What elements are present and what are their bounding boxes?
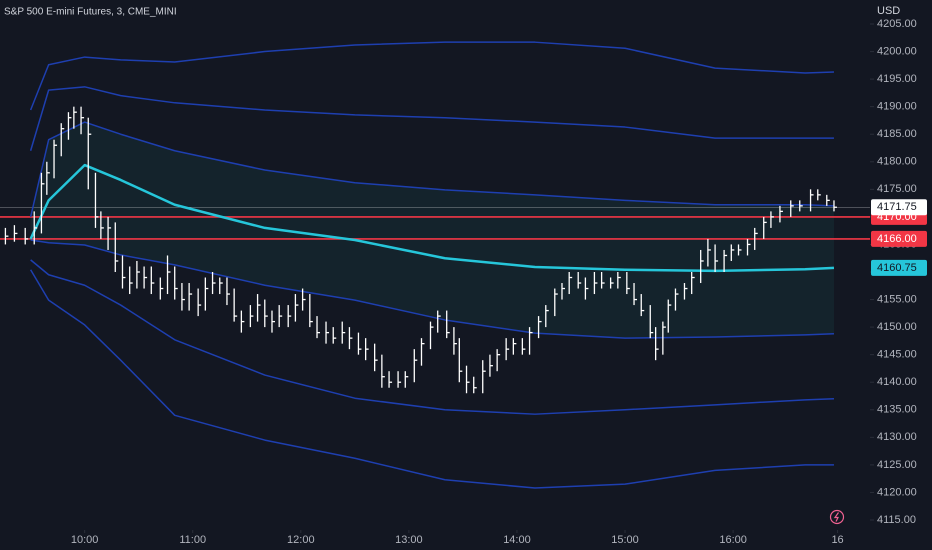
y-tick-label: 4175.00 [877,183,917,195]
y-tick-label: 4155.00 [877,293,917,305]
price-label: 4166.00 [877,233,917,245]
y-tick-label: 4190.00 [877,101,917,113]
x-tick-label: 10:00 [71,534,99,546]
y-tick-label: 4145.00 [877,349,917,361]
x-tick-label: 13:00 [395,534,423,546]
price-label: 4160.75 [877,262,917,274]
y-tick-label: 4200.00 [877,45,917,57]
band-line [29,86,834,151]
band-line [29,41,835,111]
y-tick-label: 4180.00 [877,156,917,168]
price-label: 4171.75 [877,201,917,213]
x-tick-label: 14:00 [503,534,531,546]
y-tick-label: 4135.00 [877,404,917,416]
price-label-box [871,259,927,276]
y-tick-label: 4140.00 [877,376,917,388]
y-tick-label: 4185.00 [877,128,917,140]
x-tick-label: 16:00 [719,534,747,546]
band-line [29,121,835,218]
price-label-box [871,230,927,247]
band-fill [30,122,834,339]
x-tick-label: 16 [831,534,843,546]
x-tick-label: 15:00 [611,534,639,546]
y-tick-label: 4120.00 [877,486,917,498]
band-line [30,239,835,339]
alert-icon[interactable] [829,509,845,525]
chart-title: S&P 500 E-mini Futures, 3, CME_MINI [4,7,177,18]
x-tick-label: 12:00 [287,534,315,546]
y-tick-label: 4125.00 [877,459,917,471]
currency: USD [877,5,900,17]
y-tick-label: 4150.00 [877,321,917,333]
band-line [30,259,835,415]
price-label-box [871,199,927,216]
y-tick-label: 4205.00 [877,18,917,30]
x-tick-label: 11:00 [179,534,206,546]
alert-circle [829,509,845,525]
y-tick-label: 4130.00 [877,431,917,443]
y-tick-label: 4115.00 [877,514,916,526]
band-line [29,269,834,489]
alert-bolt [833,512,839,522]
y-tick-label: 4195.00 [877,73,917,85]
plot-area [0,41,870,489]
